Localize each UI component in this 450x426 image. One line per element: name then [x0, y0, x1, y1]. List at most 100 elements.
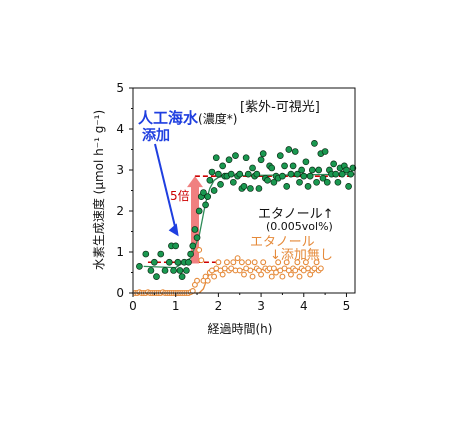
seawater-point [302, 158, 310, 166]
control-point [194, 277, 200, 284]
y-tick-label: 0 [116, 286, 124, 300]
seawater-point [227, 170, 235, 178]
seawater-point [187, 250, 194, 258]
control-point [275, 259, 282, 266]
seawater-point [308, 166, 316, 174]
seawater-point [172, 242, 180, 250]
control-point [313, 259, 320, 266]
ethanol-none-label-2: ↓添加無し [270, 248, 333, 263]
seawater-point [289, 162, 297, 170]
ethanol-none-label: エタノール [250, 235, 315, 250]
control-point [260, 259, 267, 266]
seawater-point [315, 166, 323, 174]
seawater-point [204, 193, 212, 200]
control-point [268, 273, 275, 280]
seawater-point [345, 183, 352, 190]
seawater-point [287, 170, 295, 178]
seawater-point [208, 168, 216, 176]
seawater-point [147, 267, 155, 274]
seawater-point [232, 152, 239, 159]
seawater-point [161, 267, 169, 274]
x-tick-label: 4 [300, 299, 308, 313]
x-tick-label: 2 [215, 299, 223, 313]
x-tick-label: 3 [257, 299, 265, 313]
y-tick-label: 3 [116, 163, 124, 177]
axes: 0 1 2 3 4 5 0 1 2 3 4 5 [116, 81, 356, 313]
seawater-point [206, 176, 214, 184]
seawater-point [178, 273, 186, 280]
control-point [247, 267, 254, 274]
seawater-add-label: 添加 [142, 127, 170, 144]
control-point [279, 273, 286, 280]
seawater-point [247, 185, 254, 192]
seawater-arrow-shaft [154, 143, 177, 230]
control-point [249, 273, 256, 280]
control-point [283, 259, 290, 266]
seawater-point [142, 250, 150, 258]
seawater-point [291, 148, 299, 155]
seawater-point [319, 174, 327, 182]
ethanol-concentration-label: (0.005vol%) [266, 220, 333, 233]
seawater-point [270, 178, 278, 186]
y-tick-label: 2 [116, 204, 124, 218]
seawater-point [343, 166, 350, 174]
control-point [294, 259, 301, 266]
seawater-point [176, 267, 184, 274]
control-point [234, 255, 241, 262]
control-point [230, 259, 237, 266]
y-tick-label: 4 [116, 122, 124, 136]
seawater-point [217, 181, 224, 188]
seawater-point [306, 172, 314, 180]
control-point [196, 247, 203, 253]
control-point [296, 273, 303, 280]
y-tick-label: 5 [116, 81, 124, 95]
seawater-arrow-head [168, 223, 179, 237]
seawater-point [285, 146, 293, 153]
seawater-point [249, 164, 256, 172]
seawater-point [244, 170, 252, 178]
control-point [241, 271, 247, 278]
fold-arrow-head [187, 176, 203, 188]
control-point [219, 271, 226, 278]
seawater-point [174, 258, 182, 266]
control-point [204, 277, 211, 284]
fold-arrow-shaft [191, 186, 199, 264]
seawater-point [170, 267, 177, 274]
seawater-concentration-text: (濃度*) [198, 111, 237, 126]
seawater-point [165, 258, 173, 266]
seawater-point [157, 250, 165, 258]
control-point [288, 271, 294, 278]
seawater-point [311, 140, 318, 147]
seawater-point [338, 170, 346, 178]
seawater-point [313, 178, 320, 186]
seawater-point [294, 170, 301, 178]
seawater-point [191, 226, 199, 233]
seawater-point [229, 178, 237, 186]
seawater-point [212, 154, 220, 162]
x-axis-title: 経過時間(h) [208, 322, 273, 336]
seawater-point [298, 166, 305, 174]
seawater-point [193, 234, 201, 241]
control-point [223, 259, 230, 266]
seawater-main-text: 人工海水 [138, 109, 199, 127]
seawater-point [321, 148, 329, 155]
control-point [245, 259, 252, 266]
seawater-point [296, 178, 303, 186]
seawater-point [185, 258, 192, 266]
seawater-label: 人工海水(濃度*) [138, 109, 237, 127]
x-tick-label: 1 [172, 299, 180, 313]
seawater-point [255, 185, 263, 192]
control-point [238, 259, 245, 266]
seawater-point [334, 178, 342, 186]
seawater-point [240, 183, 248, 190]
seawater-point [349, 164, 357, 172]
control-point [198, 257, 205, 264]
x-tick-label: 5 [343, 299, 351, 313]
x-tick-label: 0 [129, 299, 137, 313]
control-point [302, 259, 309, 266]
fold-increase-label: 5倍 [170, 188, 190, 203]
seawater-point [300, 172, 308, 180]
seawater-point [264, 176, 271, 184]
seawater-point [276, 152, 284, 159]
